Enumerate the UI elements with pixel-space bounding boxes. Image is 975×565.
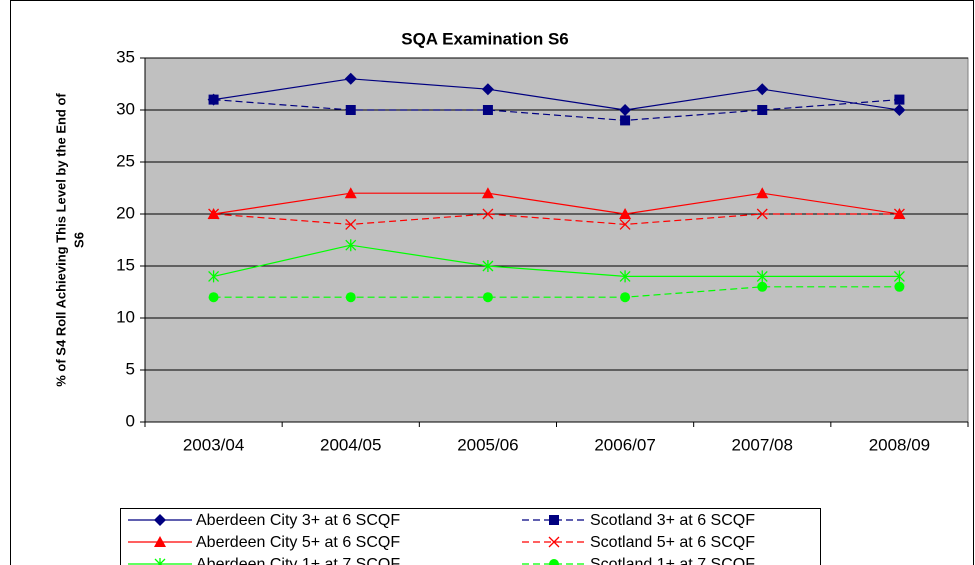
y-tick-label: 25 — [116, 151, 135, 170]
series-marker — [344, 187, 357, 199]
legend-marker — [154, 514, 166, 526]
y-tick-label: 10 — [116, 307, 135, 326]
series-line — [213, 244, 900, 277]
series-marker — [482, 105, 493, 115]
x-tick-label: 2005/06 — [457, 435, 518, 454]
series-marker — [756, 83, 769, 96]
series-line — [213, 192, 900, 215]
legend-marker — [154, 536, 166, 547]
series-marker — [620, 115, 631, 126]
series-marker — [345, 218, 357, 230]
series-marker — [894, 281, 905, 292]
legend-marker — [549, 515, 559, 525]
series-line — [213, 99, 900, 122]
legend-label: Aberdeen City 5+ at 6 SCQF — [196, 534, 400, 551]
legend-label: Aberdeen City 1+ at 7 SCQF — [196, 556, 400, 565]
legend-label: Scotland 3+ at 6 SCQF — [590, 512, 755, 529]
series-marker — [757, 105, 768, 115]
series-marker — [756, 187, 769, 199]
series-marker — [482, 260, 494, 272]
series-marker — [619, 208, 632, 219]
series-marker — [208, 270, 220, 283]
series-marker — [756, 270, 768, 283]
legend-label: Aberdeen City 3+ at 6 SCQF — [196, 512, 400, 529]
y-tick-label: 15 — [116, 255, 135, 274]
series-marker — [482, 208, 494, 220]
x-tick-label: 2007/08 — [732, 435, 793, 454]
series-marker — [620, 292, 631, 303]
y-axis-label: S6 — [71, 232, 86, 248]
series-marker — [893, 208, 905, 220]
series-marker — [344, 72, 357, 85]
legend — [120, 508, 821, 565]
series-marker — [345, 239, 357, 252]
series-marker — [481, 83, 494, 96]
series-marker — [208, 208, 220, 220]
series-marker — [893, 270, 905, 283]
x-tick-label: 2008/09 — [869, 435, 930, 454]
y-tick-label: 0 — [126, 411, 135, 430]
y-axis-label: % of S4 Roll Achieving This Level by the… — [53, 93, 68, 387]
x-tick-label: 2004/05 — [320, 435, 381, 454]
series-marker — [481, 187, 494, 199]
series-line — [213, 78, 900, 111]
series-marker — [345, 105, 356, 115]
y-tick-label: 5 — [126, 359, 135, 378]
legend-marker — [154, 558, 166, 565]
series-marker — [893, 104, 906, 116]
x-tick-label: 2003/04 — [183, 435, 244, 454]
x-tick-label: 2006/07 — [594, 435, 655, 454]
series-marker — [482, 292, 493, 303]
series-line — [213, 286, 900, 298]
y-tick-label: 30 — [116, 99, 135, 118]
series-marker — [757, 281, 768, 292]
legend-marker — [549, 559, 559, 565]
y-tick-label: 35 — [116, 47, 135, 66]
legend-label: Scotland 1+ at 7 SCQF — [590, 556, 755, 565]
legend-label: Scotland 5+ at 6 SCQF — [590, 534, 755, 551]
series-marker — [345, 292, 356, 303]
series-marker — [756, 208, 768, 220]
chart-title: SQA Examination S6 — [401, 29, 569, 48]
series-marker — [208, 292, 219, 303]
series-marker — [619, 270, 631, 283]
series-marker — [894, 94, 905, 105]
plot-area — [144, 57, 969, 423]
series-marker — [619, 218, 631, 230]
y-tick-label: 20 — [116, 203, 135, 222]
series-marker — [619, 104, 632, 116]
legend-marker — [548, 536, 560, 548]
series-line — [213, 213, 900, 226]
series-marker — [208, 94, 219, 105]
